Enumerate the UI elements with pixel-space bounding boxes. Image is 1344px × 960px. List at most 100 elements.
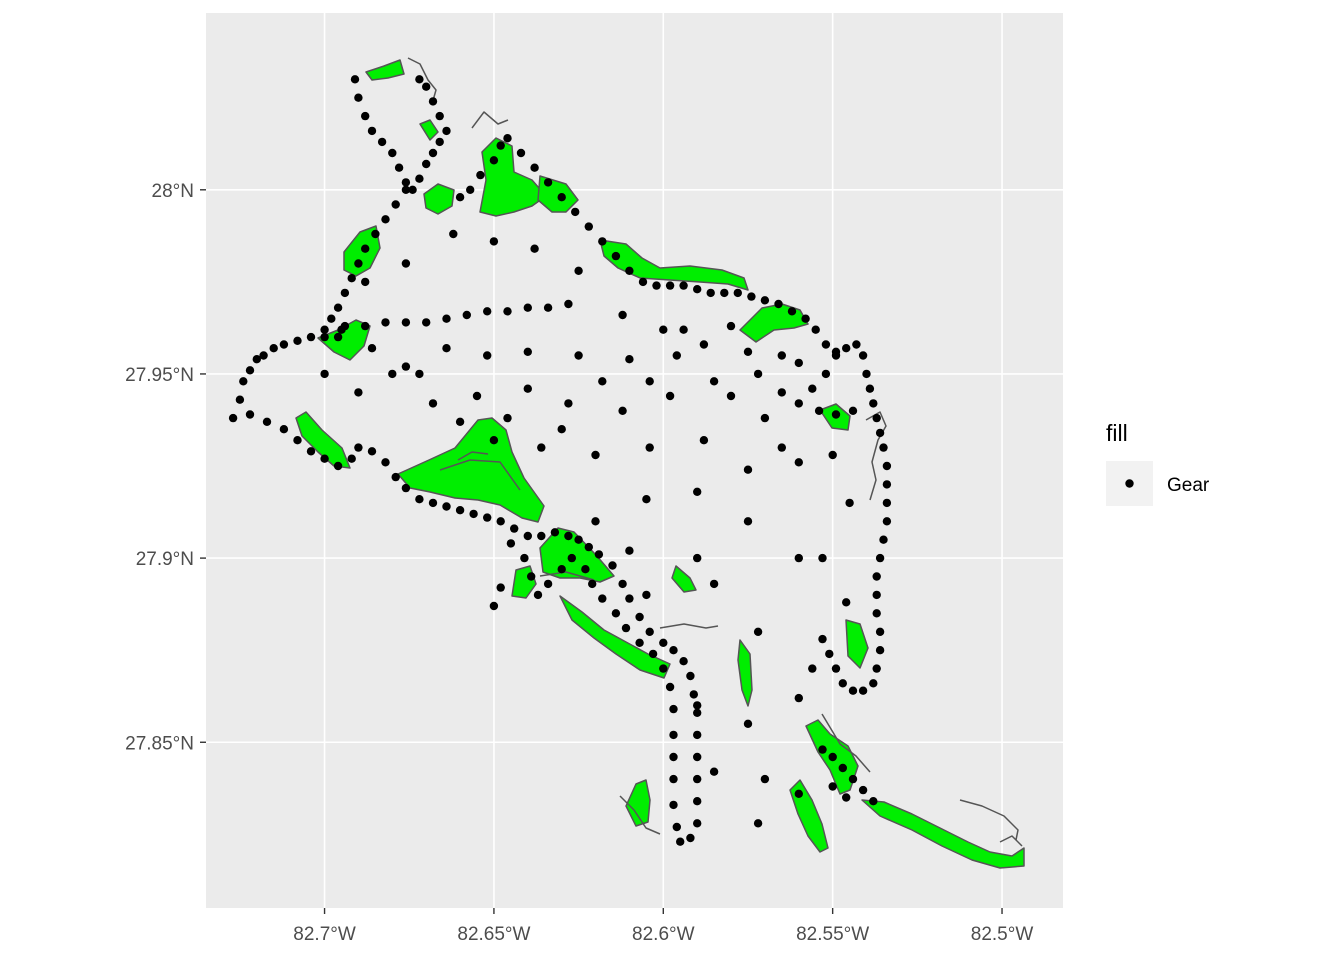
gear-point	[879, 535, 888, 544]
gear-point	[401, 178, 411, 187]
gear-point	[665, 391, 675, 401]
gear-point	[591, 450, 600, 460]
gear-point	[367, 344, 377, 353]
gear-point	[665, 682, 675, 692]
gear-point	[852, 340, 861, 349]
gear-point	[845, 498, 854, 508]
gear-point	[831, 351, 841, 360]
gear-point	[350, 75, 360, 84]
gear-point	[530, 163, 539, 172]
gear-point	[794, 399, 803, 408]
gear-point	[794, 789, 803, 798]
gear-point	[543, 579, 553, 589]
gear-point	[435, 137, 444, 147]
gear-point	[455, 417, 465, 426]
gear-point	[320, 454, 329, 463]
gear-point	[523, 347, 532, 356]
gear-point	[340, 321, 350, 331]
gear-point	[388, 148, 397, 158]
shoreline-line	[999, 835, 1023, 847]
gear-point	[699, 340, 709, 349]
gear-point	[848, 686, 858, 695]
gear-point	[645, 443, 654, 452]
gear-point	[794, 458, 803, 467]
gear-point	[347, 274, 356, 283]
gear-point	[760, 413, 770, 423]
gear-point	[648, 649, 658, 659]
gear-point	[354, 93, 363, 102]
gear-point	[726, 321, 736, 331]
gear-point	[882, 480, 892, 489]
gear-point	[252, 355, 261, 364]
gear-point	[801, 314, 810, 323]
gear-point	[489, 436, 499, 445]
seagrass-patch	[423, 183, 455, 215]
gear-point	[361, 277, 370, 287]
gear-point	[821, 340, 831, 349]
gear-point	[320, 369, 329, 379]
gear-point	[659, 638, 668, 647]
gear-point	[858, 351, 868, 360]
shoreline-line	[865, 411, 887, 501]
gear-point	[625, 355, 634, 364]
gear-point	[516, 148, 526, 158]
gear-point	[635, 638, 644, 647]
gear-point	[489, 156, 499, 165]
gear-point	[858, 686, 868, 695]
legend-key-point	[1125, 479, 1134, 488]
gear-point	[872, 664, 881, 673]
gear-point	[557, 425, 566, 434]
gear-point	[503, 413, 512, 423]
gear-point	[693, 487, 702, 496]
gear-point	[753, 369, 763, 379]
gear-point	[808, 384, 817, 393]
gear-point	[361, 321, 370, 331]
gear-point	[774, 299, 783, 309]
gear-point	[449, 229, 458, 239]
gear-point	[869, 797, 878, 806]
gear-point	[543, 178, 553, 187]
gear-point	[625, 266, 634, 275]
seagrass-patch	[625, 779, 651, 827]
gear-point	[228, 413, 238, 423]
gear-point	[848, 774, 858, 784]
gear-point	[814, 406, 824, 415]
gear-point	[818, 553, 827, 563]
x-tick-label: 82.55°W	[796, 924, 869, 945]
gear-point	[506, 539, 516, 548]
gear-point	[794, 553, 803, 563]
seagrass-patch	[365, 59, 405, 81]
gear-point	[865, 384, 875, 393]
gear-point	[415, 75, 424, 84]
gear-point	[401, 259, 411, 268]
shoreline-line	[619, 795, 661, 835]
gear-point	[693, 553, 702, 563]
gear-point	[333, 461, 343, 471]
gear-point	[831, 410, 841, 419]
gear-point	[642, 590, 651, 600]
gear-point	[669, 774, 678, 784]
gear-point	[428, 97, 438, 106]
gear-point	[415, 174, 424, 183]
gear-point	[455, 193, 465, 202]
gear-point	[825, 649, 834, 659]
gear-point	[882, 498, 892, 508]
gear-point	[676, 837, 685, 846]
gear-point	[672, 822, 681, 832]
gear-point	[720, 288, 729, 298]
gear-point	[669, 730, 678, 740]
gear-point	[557, 193, 566, 202]
gear-point	[523, 303, 532, 312]
gear-point	[550, 528, 560, 537]
gear-point	[842, 793, 851, 802]
gear-point	[245, 410, 255, 419]
gear-point	[354, 259, 363, 268]
gear-point	[496, 517, 505, 526]
gear-point	[777, 388, 786, 397]
gear-point	[320, 332, 329, 342]
gear-point	[709, 767, 719, 776]
gear-point	[777, 443, 786, 452]
gear-point	[875, 428, 885, 438]
gear-point	[415, 495, 424, 504]
gear-point	[340, 288, 350, 298]
